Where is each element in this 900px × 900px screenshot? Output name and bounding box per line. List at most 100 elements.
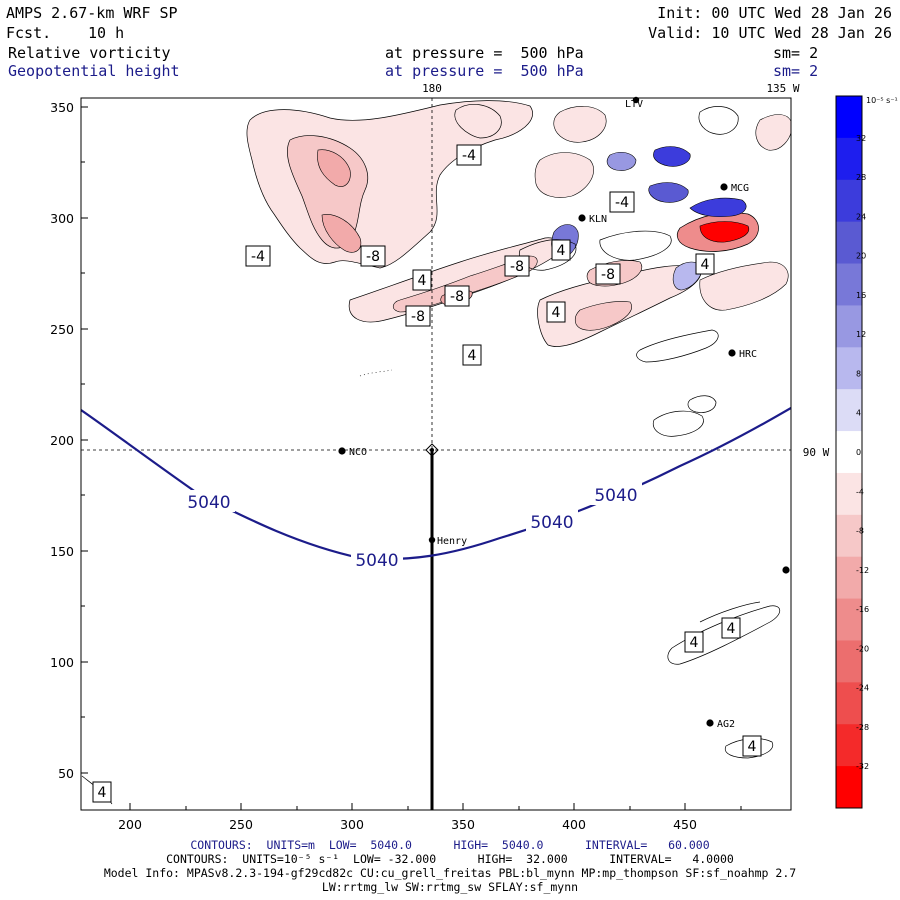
- colorbar-tick: 16: [856, 291, 866, 300]
- colorbar-box: [836, 137, 862, 181]
- colorbar-tick: -28: [856, 723, 869, 732]
- y-tick-200: 200: [50, 433, 74, 448]
- meridian-label-135w: 135 W: [766, 82, 799, 95]
- colorbar-box: [836, 514, 862, 558]
- vort-label-12: 4: [468, 348, 477, 364]
- colorbar-frame: [835, 95, 863, 809]
- height-contour-labels: 5040 5040 5040 5040: [183, 483, 642, 571]
- x-tick-300: 300: [340, 817, 364, 832]
- model-title: AMPS 2.67-km WRF SP: [6, 4, 178, 22]
- colorbar-tick: 12: [856, 330, 866, 339]
- forecast-hour: 10 h: [88, 24, 125, 42]
- station-dot-ag2: [706, 719, 714, 727]
- vort-label-5: -8: [510, 259, 524, 275]
- station-dot-kln: [578, 214, 586, 222]
- colorbar-tick: 20: [856, 252, 866, 261]
- y-tick-100: 100: [50, 655, 74, 670]
- parallel-label-90w: 90 W: [803, 446, 830, 459]
- vort-label-15: 4: [690, 635, 699, 651]
- footer-model-info: Model Info: MPASv8.2.3-194-gf29cd82c CU:…: [103, 866, 797, 880]
- colorbar-tick: -8: [856, 527, 864, 536]
- station-label-henry: Henry: [437, 536, 467, 547]
- footer-vorticity-contours: CONTOURS: UNITS=10⁻⁵ s⁻¹ LOW= -32.000 HI…: [166, 852, 734, 866]
- height-label-5040-d: 5040: [594, 486, 637, 506]
- colorbar-units: 10⁻⁵ s⁻¹: [866, 96, 898, 105]
- field2-smoothing: sm= 2: [773, 62, 819, 80]
- station-dot-henry: [428, 536, 436, 544]
- vort-label-2: -4: [615, 195, 629, 211]
- x-tick-400: 400: [562, 817, 586, 832]
- y-tick-50: 50: [58, 766, 74, 781]
- colorbar-box: [836, 472, 862, 516]
- colorbar-box: [836, 598, 862, 641]
- colorbar-tick: -20: [856, 644, 869, 653]
- height-label-5040-b: 5040: [355, 551, 398, 571]
- height-label-5040-c: 5040: [530, 513, 573, 533]
- colorbar-tick: 24: [856, 212, 866, 221]
- colorbar-box: [836, 766, 862, 809]
- y-tick-250: 250: [50, 322, 74, 337]
- colorbar-tick: 0: [856, 448, 861, 457]
- colorbar-box: [836, 96, 862, 139]
- x-tick-450: 450: [673, 817, 697, 832]
- station-dot-nco: [338, 447, 346, 455]
- station-label-ltv: LTV: [625, 99, 643, 110]
- x-tick-350: 350: [451, 817, 475, 832]
- vort-label-14: 4: [727, 621, 736, 637]
- field2-name: Geopotential height: [8, 62, 180, 80]
- colorbar-box: [836, 724, 862, 767]
- colorbar-boxes: [836, 96, 862, 809]
- colorbar-box: [836, 305, 862, 348]
- colorbar: 10⁻⁵ s⁻¹ 32 28 24 20 16 12 8 4 0 -4 -8 -12 -16 -20 -24…: [835, 95, 898, 809]
- forecast-label: Fcst.: [6, 24, 52, 42]
- colorbar-box: [836, 640, 862, 683]
- colorbar-box: [836, 221, 862, 265]
- station-label-nco: NCO: [349, 447, 367, 458]
- colorbar-tick: 28: [856, 173, 866, 182]
- colorbar-tick: 8: [856, 369, 861, 378]
- colorbar-box: [836, 431, 862, 474]
- field2-level: at pressure = 500 hPa: [385, 62, 584, 80]
- x-tick-250: 250: [229, 817, 253, 832]
- footer-height-contours: CONTOURS: UNITS=m LOW= 5040.0 HIGH= 5040…: [190, 838, 710, 852]
- station-label-mcg: MCG: [731, 183, 749, 194]
- colorbar-box: [836, 682, 862, 725]
- y-tick-150: 150: [50, 544, 74, 559]
- vort-label-11: 4: [552, 305, 561, 321]
- vorticity-field: [81, 100, 791, 805]
- colorbar-box: [836, 263, 862, 306]
- vort-label-16: 4: [748, 739, 757, 755]
- height-contour-5040: [81, 407, 791, 561]
- y-tick-labels: 350 300 250 200 150 100 50: [50, 100, 74, 781]
- height-label-5040-a: 5040: [187, 493, 230, 513]
- station-label-kln: KLN: [589, 214, 607, 225]
- colorbar-tick: -12: [856, 566, 869, 575]
- axis-ticks: [81, 106, 742, 810]
- station-label-hrc: HRC: [739, 349, 757, 360]
- vort-label-9: 4: [418, 273, 427, 289]
- colorbar-box: [836, 556, 862, 600]
- colorbar-tick: 32: [856, 134, 866, 143]
- graticule-labels: 180 135 W 90 W: [422, 82, 830, 459]
- station-dot-mcg: [720, 183, 728, 191]
- valid-time: Valid: 10 UTC Wed 28 Jan 26: [648, 24, 892, 42]
- station-dot-east: [782, 566, 790, 574]
- x-tick-labels: 200 250 300 350 400 450: [118, 817, 697, 832]
- field1-smoothing: sm= 2: [773, 44, 819, 62]
- y-tick-300: 300: [50, 211, 74, 226]
- colorbar-box: [836, 179, 862, 223]
- vort-label-3: -4: [251, 249, 265, 265]
- station-label-ag2: AG2: [717, 719, 735, 730]
- vort-label-17: 4: [98, 785, 107, 801]
- vort-label-7: -8: [411, 309, 425, 325]
- vort-label-10: 4: [557, 243, 566, 259]
- field1-level: at pressure = 500 hPa: [385, 44, 584, 62]
- vort-label-1: -4: [462, 148, 476, 164]
- vort-label-13: 4: [701, 257, 710, 273]
- colorbar-tick: -4: [856, 487, 864, 496]
- south-pole-marker: [425, 443, 439, 457]
- colorbar-tick: -24: [856, 684, 869, 693]
- plot-frame: [80, 97, 792, 811]
- colorbar-box: [836, 347, 862, 390]
